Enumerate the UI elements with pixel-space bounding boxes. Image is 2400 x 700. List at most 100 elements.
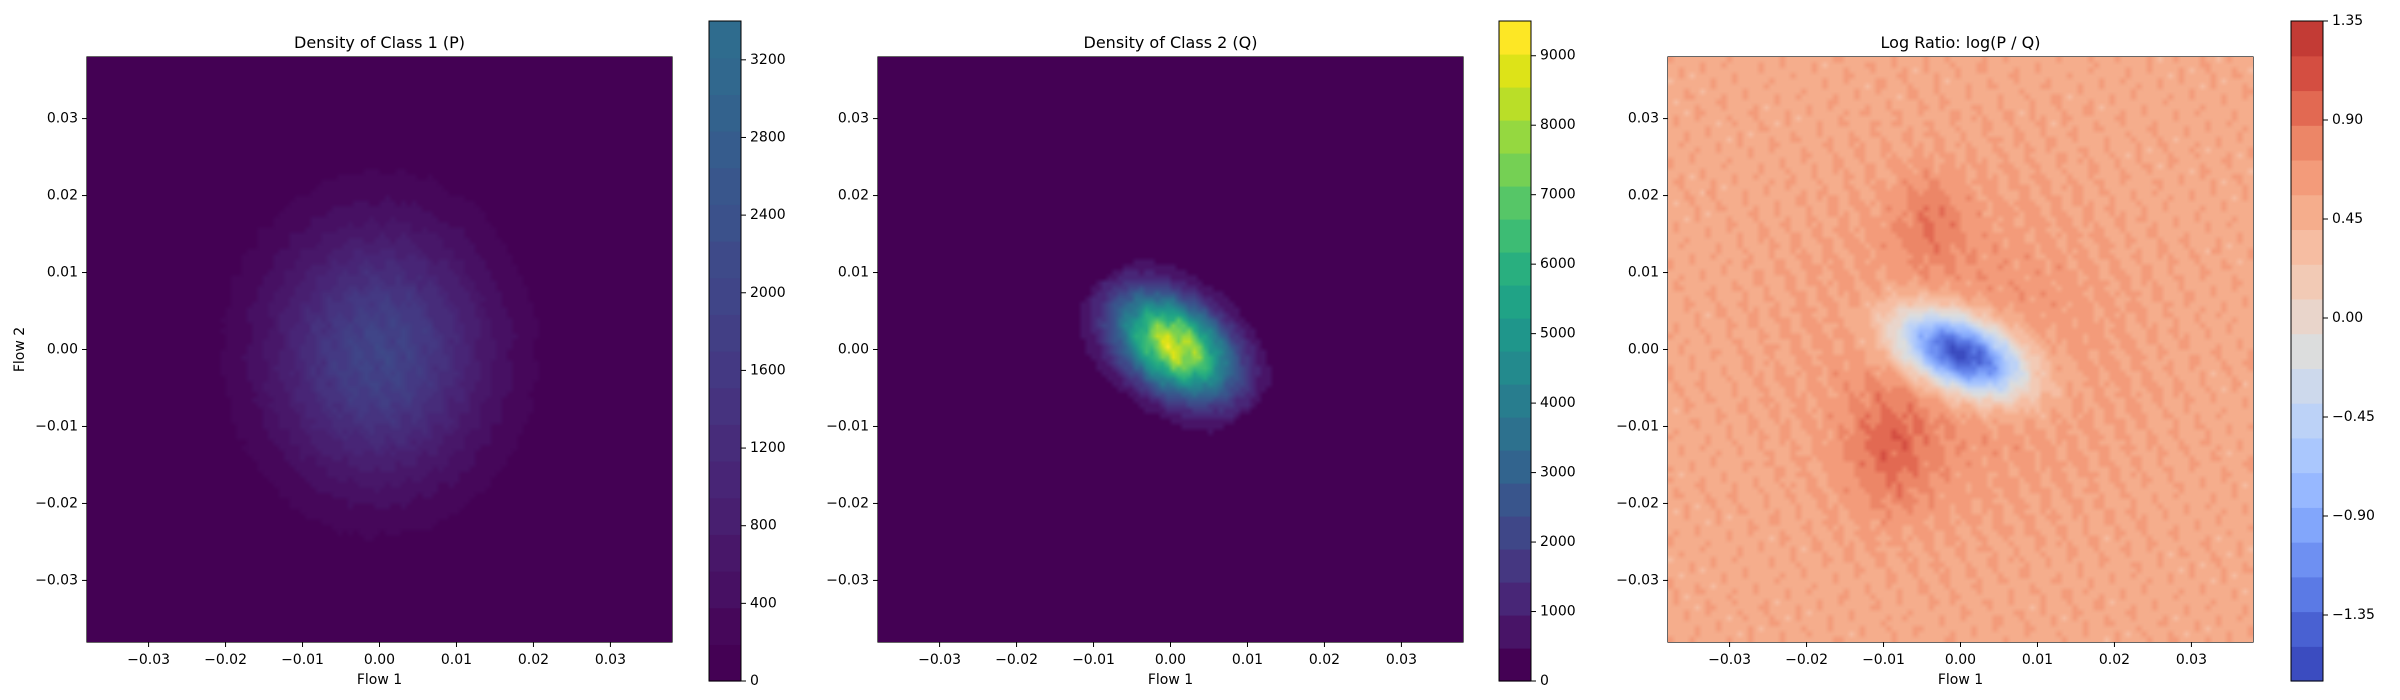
- y-tick-label: 0.00: [838, 342, 869, 358]
- colorbar-segment: [2291, 298, 2323, 335]
- colorbar-segment: [1499, 582, 1531, 616]
- y-axis-label: Flow 2: [12, 327, 28, 372]
- y-tick-label: 0.02: [838, 188, 869, 204]
- colorbar-tick-label: 0.00: [2332, 310, 2363, 326]
- colorbar-segment: [2291, 333, 2323, 369]
- y-tick-label: 0.03: [47, 111, 78, 127]
- x-tick-label: 0.01: [441, 652, 472, 668]
- colorbar-tick-label: 9000: [1540, 48, 1576, 64]
- y-tick-label: 0.01: [47, 265, 78, 281]
- colorbar-segment: [2291, 507, 2323, 543]
- colorbar-segment: [1499, 549, 1531, 583]
- colorbar-segment: [1499, 351, 1531, 385]
- colorbar-tick-label: 0.45: [2332, 211, 2363, 227]
- x-tick-label: 0.00: [364, 652, 395, 668]
- colorbar-segment: [2291, 264, 2323, 300]
- y-tick-label: −0.02: [35, 495, 78, 511]
- y-tick-label: 0.01: [1628, 265, 1659, 281]
- colorbar-tick-label: 1.35: [2332, 13, 2363, 29]
- x-tick-label: 0.03: [1386, 652, 1417, 668]
- colorbar-segment: [1499, 87, 1531, 121]
- x-tick-label: −0.03: [1708, 652, 1751, 668]
- colorbar-segment: [2291, 194, 2323, 231]
- colorbar-segment: [2291, 437, 2323, 474]
- colorbar-tick-label: 6000: [1540, 256, 1576, 272]
- y-tick-label: −0.01: [1616, 418, 1659, 434]
- colorbar-tick-label: 1600: [750, 362, 786, 378]
- colorbar-tick-label: 0.90: [2332, 112, 2363, 128]
- colorbar-tick-label: 5000: [1540, 326, 1576, 342]
- colorbar-segment: [709, 167, 741, 205]
- y-tick-label: −0.02: [826, 495, 869, 511]
- colorbar-tick-label: 2800: [750, 129, 786, 145]
- colorbar-tick-label: 800: [750, 518, 777, 534]
- colorbar-tick-label: 7000: [1540, 187, 1576, 203]
- x-tick-label: −0.03: [127, 652, 170, 668]
- colorbar-segment: [709, 424, 741, 462]
- y-tick-label: 0.01: [838, 265, 869, 281]
- colorbar-segment: [2291, 542, 2323, 578]
- y-tick-label: 0.03: [1628, 111, 1659, 127]
- y-tick-label: 0.03: [838, 111, 869, 127]
- colorbar-tick-label: 8000: [1540, 117, 1576, 133]
- colorbar-segment: [1499, 252, 1531, 286]
- colorbar-tick-label: 400: [750, 595, 777, 611]
- y-tick-label: −0.01: [35, 418, 78, 434]
- y-tick-label: 0.02: [47, 188, 78, 204]
- colorbar-segment: [709, 644, 741, 682]
- x-axis-label: Flow 1: [1148, 672, 1193, 688]
- x-tick-label: −0.01: [1072, 652, 1115, 668]
- colorbar-frame: [1498, 20, 1532, 682]
- colorbar-segment: [1499, 450, 1531, 484]
- heatmap-image: [87, 57, 672, 642]
- colorbar-tick-label: −1.35: [2332, 607, 2375, 623]
- colorbar-segment: [1499, 615, 1531, 649]
- colorbar-segment: [2291, 125, 2323, 161]
- colorbar-tick-label: 2000: [750, 285, 786, 301]
- colorbar-segment: [1499, 219, 1531, 253]
- colorbar-segment: [2291, 403, 2323, 439]
- y-tick-label: −0.01: [826, 418, 869, 434]
- colorbar-segment: [709, 94, 741, 132]
- colorbar-tick-label: 0: [750, 673, 759, 689]
- y-tick-label: −0.03: [1616, 572, 1659, 588]
- colorbar-segment: [2291, 368, 2323, 404]
- x-tick-label: −0.02: [995, 652, 1038, 668]
- colorbar-segment: [1499, 318, 1531, 352]
- x-axis-label: Flow 1: [1938, 672, 1983, 688]
- x-tick-label: 0.01: [1232, 652, 1263, 668]
- colorbar-segment: [2291, 21, 2323, 57]
- colorbar-tick-label: 3000: [1540, 465, 1576, 481]
- colorbar-segment: [1499, 153, 1531, 187]
- colorbar-segment: [709, 241, 741, 279]
- x-tick-label: −0.02: [204, 652, 247, 668]
- colorbar-segment: [2291, 576, 2323, 613]
- x-tick-label: 0.00: [1155, 652, 1186, 668]
- colorbar-frame: [708, 20, 742, 682]
- colorbar-segment: [1499, 120, 1531, 154]
- colorbar-tick-label: −0.90: [2332, 508, 2375, 524]
- x-tick-label: 0.03: [2176, 652, 2207, 668]
- colorbar-segment: [2291, 90, 2323, 126]
- x-tick-label: −0.03: [918, 652, 961, 668]
- colorbar-segment: [1499, 186, 1531, 220]
- colorbar-segment: [2291, 646, 2323, 682]
- colorbar-tick-label: 0: [1540, 673, 1549, 689]
- colorbar-tick-label: 1000: [1540, 604, 1576, 620]
- colorbar-tick-label: −0.45: [2332, 409, 2375, 425]
- x-tick-label: 0.02: [2099, 652, 2130, 668]
- colorbar-segment: [709, 314, 741, 352]
- colorbar-segment: [1499, 384, 1531, 418]
- x-tick-label: −0.02: [1785, 652, 1828, 668]
- x-axis-label: Flow 1: [357, 672, 402, 688]
- colorbar-segment: [1499, 285, 1531, 319]
- colorbar-segment: [709, 131, 741, 169]
- heatmap-image: [1668, 57, 2253, 642]
- colorbar-segment: [709, 204, 741, 242]
- colorbar-tick-label: 4000: [1540, 395, 1576, 411]
- x-tick-label: −0.01: [1862, 652, 1905, 668]
- y-tick-label: 0.00: [47, 342, 78, 358]
- colorbar: 0 1000 2000 3000 4000 5000 6000 7000 8000 9000: [1498, 20, 1576, 689]
- x-tick-label: 0.02: [518, 652, 549, 668]
- colorbar-segment: [2291, 472, 2323, 508]
